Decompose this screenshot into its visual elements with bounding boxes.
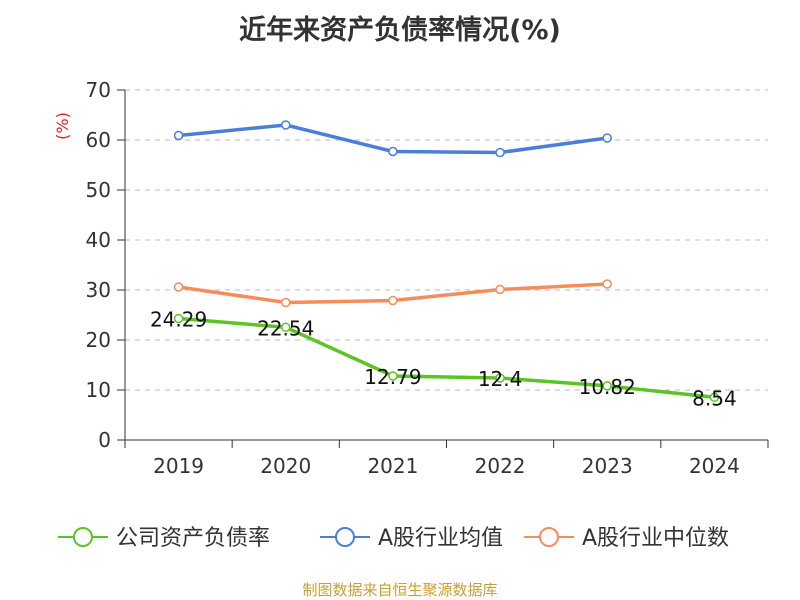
grid-lines	[125, 89, 768, 391]
series-lines	[173, 120, 720, 403]
x-tick-label: 2021	[367, 454, 418, 478]
y-tick-label: 10	[86, 378, 111, 402]
x-tick-label: 2022	[475, 454, 526, 478]
data-point	[602, 279, 612, 289]
data-point	[495, 284, 505, 295]
data-point	[495, 147, 505, 158]
chart-title: 近年来资产负债率情况(%)	[239, 15, 561, 46]
legend-label: 公司资产负债率	[116, 526, 270, 551]
legend: 公司资产负债率 A股行业均值 A股行业中位数	[58, 526, 729, 551]
data-point	[173, 130, 184, 141]
y-tick-label: 50	[86, 178, 111, 202]
x-tick-label: 2020	[260, 454, 311, 478]
data-label: 12.4	[478, 367, 523, 391]
data-point	[388, 295, 398, 306]
x-tick-label: 2023	[582, 454, 633, 478]
data-label: 8.54	[692, 386, 737, 410]
legend-label: A股行业均值	[378, 526, 503, 551]
data-point	[709, 392, 720, 403]
legend-marker	[539, 527, 559, 547]
data-point	[602, 133, 612, 143]
y-tick-label: 0	[98, 428, 111, 452]
data-label: 12.79	[364, 365, 421, 389]
y-tick-label: 40	[86, 228, 111, 252]
data-label: 22.54	[257, 316, 314, 340]
y-tick-label: 30	[86, 278, 111, 302]
data-labels: 24.29 22.54 12.79 12.4 10.82 8.54	[150, 308, 737, 411]
y-axis-label: (%)	[53, 112, 72, 140]
legend-label: A股行业中位数	[582, 526, 729, 551]
x-tick-labels: 2019 2020 2021 2022 2023 2024	[153, 454, 740, 478]
data-point	[495, 373, 505, 383]
data-point	[281, 297, 291, 308]
source-note: 制图数据来自恒生聚源数据库	[302, 581, 498, 599]
x-tick-label: 2024	[689, 454, 740, 478]
x-tick-label: 2019	[153, 454, 204, 478]
y-tick-labels: 0 10 20 30 40 50 60 70	[86, 78, 111, 452]
data-point	[602, 381, 612, 391]
data-point	[173, 313, 184, 324]
data-point	[173, 282, 184, 292]
legend-marker	[73, 527, 93, 547]
data-point	[281, 322, 291, 333]
data-point	[281, 120, 291, 130]
data-point	[388, 146, 398, 157]
legend-marker	[335, 527, 355, 547]
series-line	[178, 316, 715, 400]
data-label: 24.29	[150, 308, 207, 332]
data-label: 10.82	[579, 375, 636, 399]
y-tick-label: 20	[86, 328, 111, 352]
y-tick-label: 60	[86, 128, 111, 152]
y-tick-label: 70	[86, 78, 111, 102]
data-point	[388, 371, 398, 381]
axes	[117, 89, 769, 448]
